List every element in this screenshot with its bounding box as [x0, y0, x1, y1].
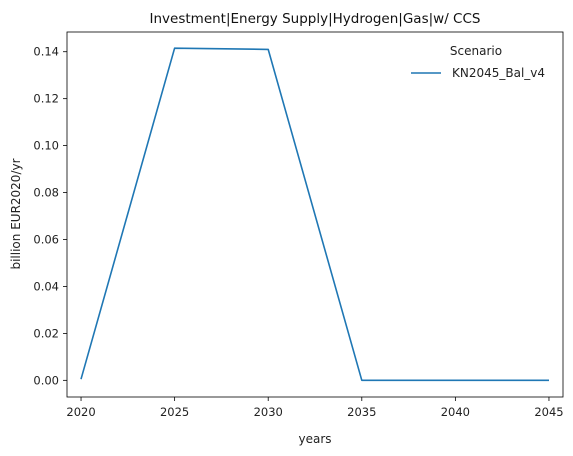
- x-tick-label: 2045: [534, 405, 563, 419]
- legend-entry-label: KN2045_Bal_v4: [452, 66, 545, 80]
- y-tick-label: 0.02: [33, 326, 59, 340]
- y-tick-label: 0.00: [33, 373, 59, 387]
- chart-title: Investment|Energy Supply|Hydrogen|Gas|w/…: [150, 11, 481, 27]
- plot-area: [66, 31, 564, 398]
- y-tick-label: 0.10: [33, 139, 59, 153]
- y-tick-label: 0.04: [33, 279, 59, 293]
- x-tick-label: 2020: [66, 405, 95, 419]
- y-tick-label: 0.14: [33, 45, 59, 59]
- y-tick-label: 0.12: [33, 92, 59, 106]
- x-axis-label: years: [298, 432, 331, 446]
- series-line: [80, 47, 549, 382]
- x-tick-label: 2030: [254, 405, 283, 419]
- series-layer: [80, 47, 549, 382]
- plot-frame: [66, 31, 564, 398]
- legend-title: Scenario: [450, 44, 502, 58]
- x-tick-label: 2025: [160, 405, 189, 419]
- x-tick-label: 2035: [347, 405, 376, 419]
- x-tick-label: 2040: [441, 405, 470, 419]
- y-axis: 0.00 0.02 0.04 0.06 0.08 0.10 0.12 0.14: [33, 45, 67, 387]
- y-tick-label: 0.08: [33, 186, 59, 200]
- legend: Scenario KN2045_Bal_v4: [411, 44, 545, 80]
- y-tick-label: 0.06: [33, 232, 59, 246]
- y-axis-label: billion EUR2020/yr: [9, 158, 23, 269]
- x-axis: 2020 2025 2030 2035 2040 2045: [66, 397, 564, 419]
